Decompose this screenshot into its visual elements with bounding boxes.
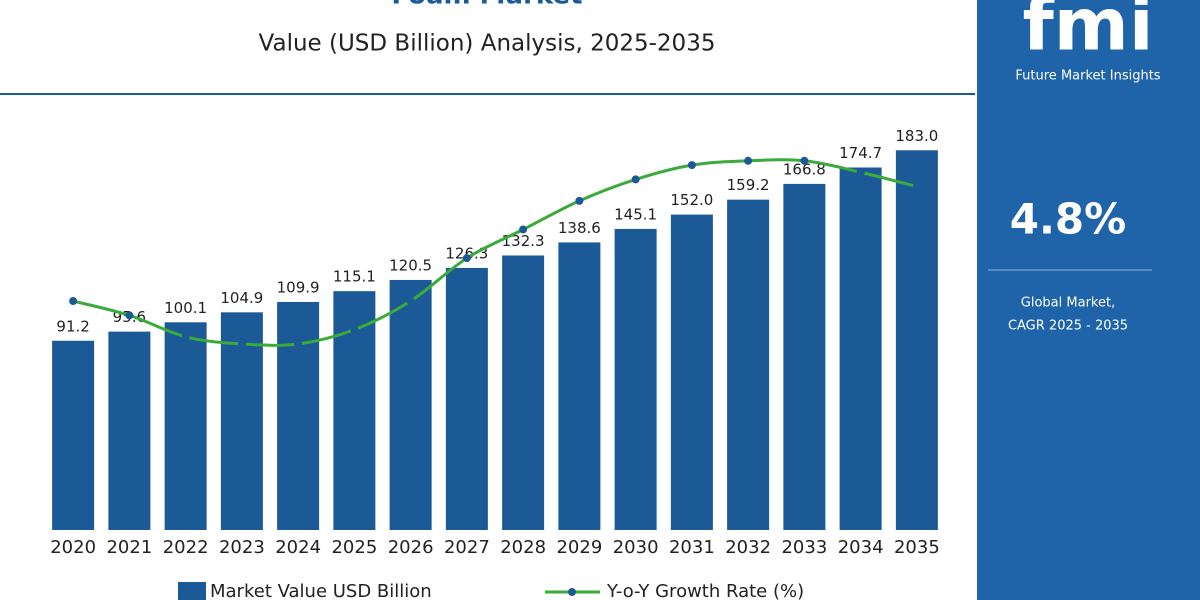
value-label: 100.1: [164, 299, 207, 317]
growth-point: [800, 156, 809, 165]
bar: [783, 183, 826, 530]
x-tick-label: 2032: [725, 537, 771, 558]
bar: [277, 301, 320, 530]
cagr-caption: CAGR 2025 - 2035: [1008, 319, 1128, 334]
x-tick-label: 2024: [275, 537, 321, 558]
x-tick-label: 2031: [669, 537, 715, 558]
value-label: 166.8: [783, 160, 826, 178]
value-label: 152.0: [670, 191, 713, 209]
growth-point: [350, 325, 359, 334]
growth-point: [912, 182, 921, 191]
value-label: 126.3: [445, 244, 488, 262]
x-tick-label: 2023: [219, 537, 265, 558]
chart-title: Foam Market: [391, 0, 582, 11]
growth-point: [631, 175, 640, 184]
cagr-value: 4.8%: [1010, 195, 1126, 244]
value-label: 120.5: [389, 256, 432, 274]
bar: [220, 312, 263, 530]
x-tick-label: 2028: [500, 537, 546, 558]
growth-point: [744, 156, 753, 165]
x-tick-label: 2022: [163, 537, 209, 558]
growth-point: [294, 339, 303, 348]
bar: [389, 279, 432, 530]
growth-point: [69, 297, 78, 306]
value-label: 109.9: [277, 278, 320, 296]
growth-point: [687, 161, 696, 170]
bar: [670, 214, 713, 530]
x-tick-label: 2033: [781, 537, 827, 558]
cagr-caption: Global Market,: [1021, 296, 1115, 311]
value-label: 145.1: [614, 205, 657, 223]
x-tick-label: 2025: [331, 537, 377, 558]
bar: [727, 199, 770, 530]
bar: [164, 322, 207, 530]
value-label: 91.2: [56, 317, 89, 335]
bar: [445, 267, 488, 530]
x-tick-label: 2030: [613, 537, 659, 558]
growth-point: [406, 297, 415, 306]
bar: [614, 228, 657, 531]
growth-point: [575, 196, 584, 205]
value-label: 132.3: [502, 232, 545, 250]
growth-point: [125, 311, 134, 320]
growth-line: [72, 158, 918, 347]
x-tick-label: 2027: [444, 537, 490, 558]
value-label: 138.6: [558, 219, 601, 237]
x-tick-label: 2026: [388, 537, 434, 558]
logo: fmi: [1022, 0, 1153, 67]
x-tick-label: 2021: [106, 537, 152, 558]
bar: [108, 331, 151, 530]
bar: [502, 255, 545, 531]
growth-point: [519, 225, 528, 234]
sidebar: [977, 0, 1200, 600]
growth-point: [856, 168, 865, 177]
value-label: 159.2: [727, 176, 770, 194]
legend-label: Market Value USD Billion: [210, 581, 432, 600]
legend-swatch: [178, 582, 206, 600]
bar: [558, 242, 601, 530]
x-tick-label: 2035: [894, 537, 940, 558]
growth-point: [181, 332, 190, 341]
legend-swatch: [568, 588, 576, 596]
chart-subtitle: Value (USD Billion) Analysis, 2025-2035: [259, 31, 716, 57]
value-label: 183.0: [895, 127, 938, 145]
x-tick-label: 2034: [838, 537, 884, 558]
bar: [895, 150, 938, 530]
brand: Future Market Insights: [1015, 69, 1160, 84]
x-tick-label: 2020: [50, 537, 96, 558]
value-label: 104.9: [220, 289, 263, 307]
bar: [839, 167, 882, 530]
x-tick-label: 2029: [556, 537, 602, 558]
bar: [52, 340, 95, 530]
growth-point: [237, 339, 246, 348]
legend-label: Y-o-Y Growth Rate (%): [606, 581, 804, 600]
value-label: 115.1: [333, 268, 376, 286]
growth-point: [462, 254, 471, 263]
value-label: 174.7: [839, 144, 882, 162]
